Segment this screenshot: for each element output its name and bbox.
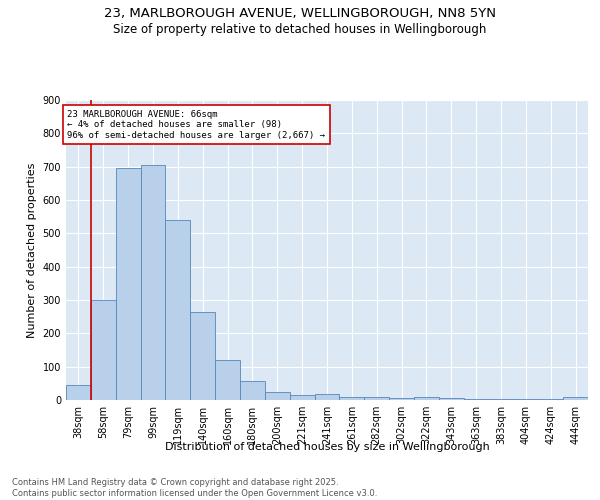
Bar — [116, 168, 140, 400]
Text: Size of property relative to detached houses in Wellingborough: Size of property relative to detached ho… — [113, 22, 487, 36]
Bar — [91, 300, 116, 400]
Bar — [364, 396, 389, 400]
Bar — [464, 399, 488, 400]
Bar — [439, 398, 464, 400]
Bar — [314, 394, 340, 400]
Bar — [140, 165, 166, 400]
Text: Contains HM Land Registry data © Crown copyright and database right 2025.
Contai: Contains HM Land Registry data © Crown c… — [12, 478, 377, 498]
Bar — [563, 398, 588, 400]
Bar — [190, 312, 215, 400]
Bar — [538, 399, 563, 400]
Bar — [240, 381, 265, 400]
Bar — [488, 399, 514, 400]
Bar — [514, 399, 538, 400]
Text: Distribution of detached houses by size in Wellingborough: Distribution of detached houses by size … — [164, 442, 490, 452]
Bar — [66, 385, 91, 400]
Bar — [290, 395, 314, 400]
Bar — [215, 360, 240, 400]
Bar — [166, 220, 190, 400]
Text: 23, MARLBOROUGH AVENUE, WELLINGBOROUGH, NN8 5YN: 23, MARLBOROUGH AVENUE, WELLINGBOROUGH, … — [104, 8, 496, 20]
Bar — [265, 392, 290, 400]
Bar — [389, 398, 414, 400]
Bar — [414, 396, 439, 400]
Y-axis label: Number of detached properties: Number of detached properties — [27, 162, 37, 338]
Bar — [340, 398, 364, 400]
Text: 23 MARLBOROUGH AVENUE: 66sqm
← 4% of detached houses are smaller (98)
96% of sem: 23 MARLBOROUGH AVENUE: 66sqm ← 4% of det… — [67, 110, 325, 140]
